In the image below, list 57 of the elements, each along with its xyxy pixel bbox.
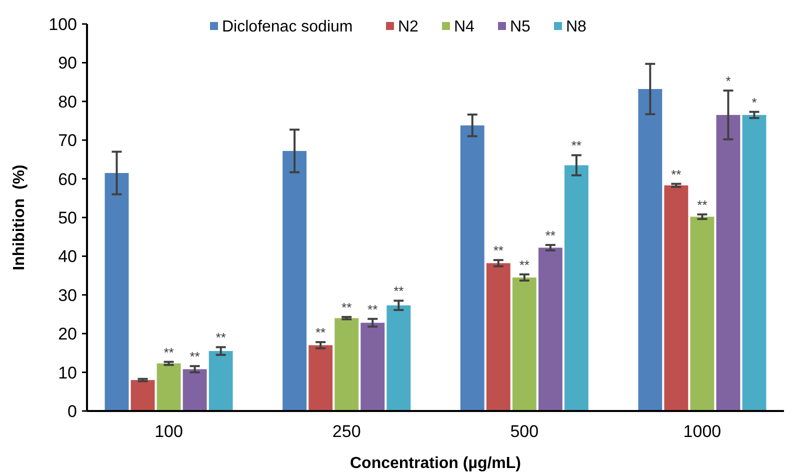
data-label: *: [752, 94, 757, 110]
data-label: **: [697, 197, 708, 212]
y-tick-label: 0: [68, 402, 77, 421]
legend-label: N8: [566, 18, 587, 36]
bar: [360, 322, 385, 411]
y-tick-label: 30: [58, 286, 77, 305]
data-label: **: [519, 257, 530, 272]
bar: [512, 277, 536, 411]
data-label: *: [726, 74, 731, 89]
data-label: **: [545, 228, 556, 243]
bar: [638, 89, 662, 411]
y-axis-title: Inhibition (%): [11, 164, 28, 270]
bar: [690, 216, 714, 411]
bar: [538, 248, 562, 411]
x-tick-label: 100: [154, 422, 183, 441]
bar: [182, 369, 207, 411]
y-tick-label: 80: [58, 92, 77, 112]
data-label: **: [342, 300, 352, 315]
bar: [664, 185, 688, 411]
data-label: **: [316, 325, 326, 340]
bar: [716, 114, 740, 411]
legend-label: N4: [454, 18, 475, 36]
data-label: **: [190, 349, 200, 364]
legend-label: Diclofenac sodium: [222, 18, 353, 36]
bar: [282, 150, 307, 411]
bar: [386, 305, 411, 411]
x-tick-label: 500: [510, 422, 539, 441]
bar: [334, 318, 359, 411]
bar: [156, 363, 181, 411]
x-tick-label: 250: [332, 422, 361, 441]
y-tick-label: 90: [58, 54, 77, 73]
y-tick-label: 60: [58, 170, 77, 189]
y-tick-label: 50: [58, 208, 77, 228]
y-tick-label: 100: [48, 14, 77, 34]
bar: [308, 345, 333, 411]
data-label: **: [164, 344, 174, 360]
y-tick-label: 70: [58, 131, 77, 150]
y-tick-label: 40: [58, 247, 77, 266]
data-label: **: [493, 243, 504, 258]
bar: [564, 165, 588, 411]
x-tick-label: 1000: [683, 422, 722, 441]
bar: [460, 125, 484, 411]
x-axis-title: Concentration (µg/mL): [350, 455, 521, 472]
bar: [486, 263, 510, 411]
data-label: **: [394, 284, 404, 299]
bar: [208, 351, 233, 411]
bar: [104, 172, 129, 411]
bar: [742, 114, 766, 411]
legend-label: N2: [398, 18, 419, 36]
y-tick-label: 20: [58, 324, 77, 344]
bar: [130, 380, 155, 411]
data-label: **: [216, 330, 226, 346]
data-label: **: [671, 166, 682, 182]
legend-label: N5: [510, 18, 531, 36]
y-tick-label: 10: [58, 363, 77, 382]
data-label: **: [571, 138, 582, 154]
data-label: **: [368, 302, 378, 317]
